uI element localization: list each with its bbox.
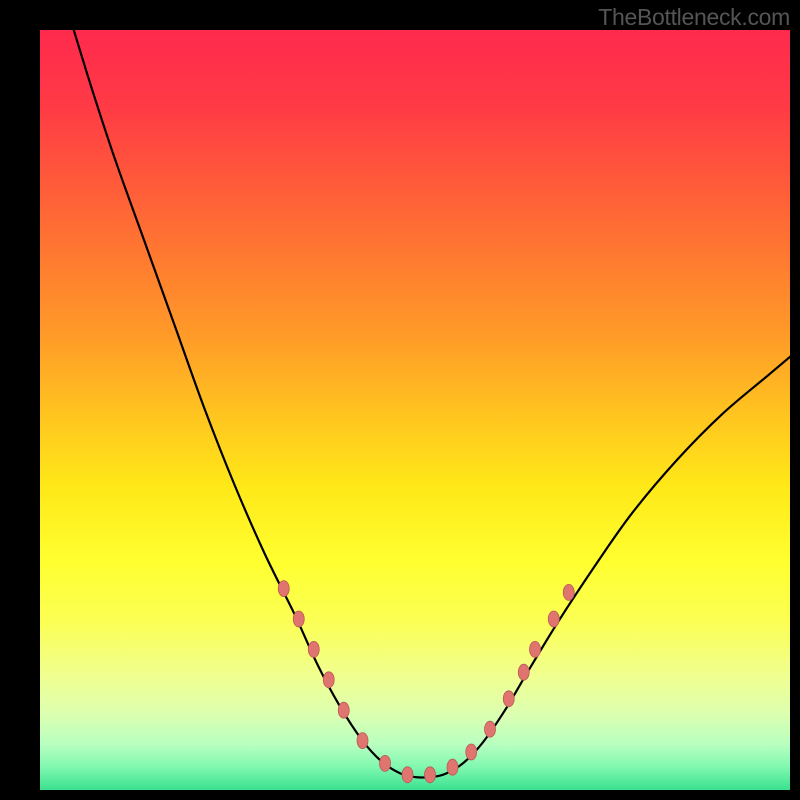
data-marker xyxy=(563,584,574,600)
data-marker xyxy=(466,744,477,760)
data-marker xyxy=(425,767,436,783)
chart-svg xyxy=(0,0,800,800)
data-marker xyxy=(308,641,319,657)
data-marker xyxy=(338,702,349,718)
data-marker xyxy=(548,611,559,627)
bottleneck-chart: TheBottleneck.com xyxy=(0,0,800,800)
data-marker xyxy=(402,767,413,783)
data-marker xyxy=(278,581,289,597)
data-marker xyxy=(447,759,458,775)
data-marker xyxy=(518,664,529,680)
data-marker xyxy=(530,641,541,657)
data-marker xyxy=(503,691,514,707)
data-marker xyxy=(357,733,368,749)
watermark-text: TheBottleneck.com xyxy=(598,4,790,31)
data-marker xyxy=(485,721,496,737)
data-marker xyxy=(293,611,304,627)
data-marker xyxy=(323,672,334,688)
plot-background xyxy=(40,30,790,790)
data-marker xyxy=(380,755,391,771)
